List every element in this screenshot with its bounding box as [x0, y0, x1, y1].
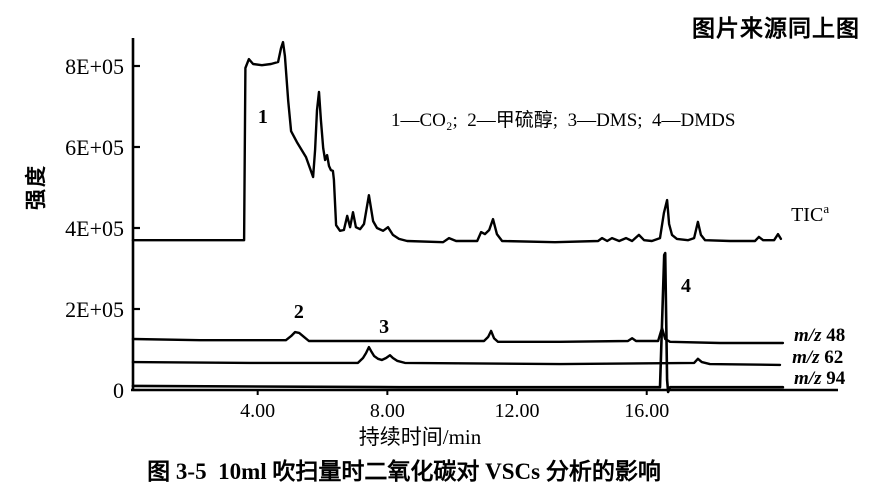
- mz48-trace: [131, 326, 785, 345]
- mz94-trace: [131, 251, 785, 394]
- x-tick-label: 12.00: [495, 400, 540, 422]
- y-tick-label: 0: [113, 378, 124, 403]
- peak-label-1: 1: [258, 106, 268, 128]
- y-tick-label: 2E+05: [65, 297, 124, 322]
- trace-label-mz62: m/z 62: [792, 347, 843, 368]
- image-source-note: 图片来源同上图: [692, 15, 860, 41]
- trace-label-tic: TICa: [791, 201, 829, 226]
- mz62-trace: [131, 345, 782, 367]
- x-tick-label: 4.00: [240, 400, 275, 422]
- x-tick-label: 8.00: [370, 400, 405, 422]
- y-tick-label: 8E+05: [65, 54, 124, 79]
- figure-caption: 图 3-5 10ml 吹扫量时二氧化碳对 VSCs 分析的影响: [147, 459, 661, 484]
- x-axis-title: 持续时间/min: [358, 425, 482, 449]
- y-tick-label: 4E+05: [65, 216, 124, 241]
- peak-label-4: 4: [681, 275, 691, 297]
- y-tick-label: 6E+05: [65, 135, 124, 160]
- peak-label-2: 2: [294, 301, 304, 323]
- trace-label-mz48: m/z 48: [794, 325, 845, 346]
- peak-legend: 1—CO₂; 2—甲硫醇; 3—DMS; 4—DMDS: [391, 110, 736, 131]
- tic-trace: [131, 40, 783, 244]
- y-axis-title: 强度: [24, 164, 48, 210]
- x-tick-label: 16.00: [624, 400, 669, 422]
- trace-label-mz94: m/z 94: [794, 368, 846, 389]
- peak-label-3: 3: [379, 316, 389, 338]
